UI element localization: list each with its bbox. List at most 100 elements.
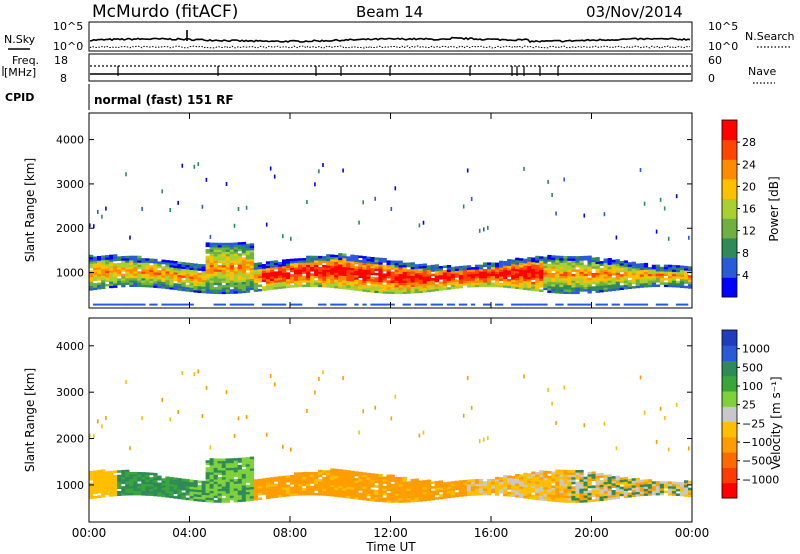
velocity-cell <box>261 485 267 488</box>
power-cell <box>213 253 218 257</box>
power-cell <box>330 303 335 306</box>
velocity-cell <box>675 481 681 485</box>
power-cell <box>225 247 230 250</box>
power-cell <box>161 277 166 280</box>
power-cell <box>205 266 210 270</box>
velocity-cell <box>141 481 146 484</box>
velocity-cell <box>269 486 275 490</box>
velocity-data <box>89 369 693 503</box>
power-cell <box>181 266 186 269</box>
velocity-cell <box>161 397 163 402</box>
power-cell <box>93 283 98 286</box>
velocity-cell <box>189 488 194 492</box>
velocity-cell <box>346 477 351 480</box>
power-cell <box>350 263 355 266</box>
velocity-cell <box>418 482 423 486</box>
velocity-cell <box>237 478 242 482</box>
freq-tick-bottom: 8 <box>60 72 67 85</box>
power-cell <box>330 263 335 266</box>
power-cell <box>346 276 351 279</box>
velocity-cell <box>137 490 142 494</box>
power-cell <box>619 285 624 288</box>
power-cell <box>559 273 564 277</box>
power-cell <box>318 260 323 263</box>
power-cell <box>229 271 234 274</box>
velocity-cell <box>101 474 106 477</box>
velocity-cell <box>418 485 423 488</box>
velocity-cell <box>241 499 247 502</box>
power-cell <box>611 303 616 306</box>
velocity-cell <box>125 492 130 496</box>
power-cell <box>221 276 226 279</box>
power-cell <box>667 280 673 283</box>
power-cell <box>527 281 532 284</box>
power-cell <box>358 266 363 270</box>
power-cell <box>173 267 178 271</box>
velocity-cell <box>386 474 391 478</box>
power-cell <box>362 276 367 279</box>
power-cell <box>599 303 604 306</box>
power-cell <box>483 271 488 274</box>
velocity-cell <box>418 489 423 493</box>
power-cell <box>109 270 114 273</box>
velocity-cell <box>241 492 247 495</box>
power-cell <box>386 264 391 268</box>
velocity-cell <box>684 480 689 483</box>
power-cell <box>547 290 552 293</box>
velocity-cell <box>213 470 218 473</box>
power-cell <box>141 262 146 265</box>
power-cell <box>422 287 427 291</box>
velocity-cell <box>141 486 146 489</box>
velocity-cell <box>253 490 259 494</box>
velocity-cell <box>101 471 106 475</box>
velocity-cell <box>109 482 114 486</box>
velocity-cell <box>149 477 154 480</box>
velocity-cell <box>398 490 403 494</box>
velocity-cell <box>410 485 415 489</box>
velocity-cell <box>478 488 484 491</box>
velocity-cell <box>346 472 351 476</box>
velocity-cell <box>607 474 612 477</box>
power-cell <box>245 281 251 284</box>
power-cell <box>688 281 693 285</box>
power-cell <box>217 280 222 283</box>
power-cell <box>181 270 186 274</box>
velocity-cell <box>350 491 355 495</box>
power-cell <box>217 289 222 292</box>
velocity-cell <box>93 479 98 483</box>
power-cell <box>402 271 407 275</box>
power-cell <box>511 263 516 267</box>
power-cell <box>334 274 339 278</box>
velocity-cell <box>671 486 677 489</box>
power-cell <box>595 268 600 271</box>
power-cell <box>386 267 391 270</box>
velocity-cell <box>97 488 102 492</box>
cpid-label: CPID <box>5 91 34 104</box>
power-cell <box>310 282 315 285</box>
velocity-cell <box>225 490 230 494</box>
power-cell <box>310 257 315 261</box>
velocity-cell <box>631 485 636 488</box>
power-cell <box>249 287 255 291</box>
power-cell <box>515 282 520 285</box>
colorbar-segment <box>722 198 737 219</box>
velocity-cell <box>193 498 198 502</box>
velocity-cell <box>322 470 327 473</box>
power-cell <box>237 291 242 294</box>
power-cell <box>442 265 448 268</box>
velocity-cell <box>253 481 259 485</box>
power-cell <box>338 264 343 267</box>
power-cell <box>688 286 693 289</box>
power-cell <box>655 303 661 306</box>
power-cell <box>515 257 520 261</box>
power-cell <box>213 251 218 255</box>
velocity-cell <box>290 491 295 494</box>
velocity-cell <box>209 486 214 489</box>
power-cell <box>298 260 303 263</box>
velocity-cell <box>326 479 331 483</box>
velocity-cell <box>390 497 395 501</box>
power-cell <box>137 264 142 268</box>
velocity-cell <box>398 495 403 499</box>
power-cell <box>273 286 279 290</box>
power-cell <box>249 243 255 246</box>
